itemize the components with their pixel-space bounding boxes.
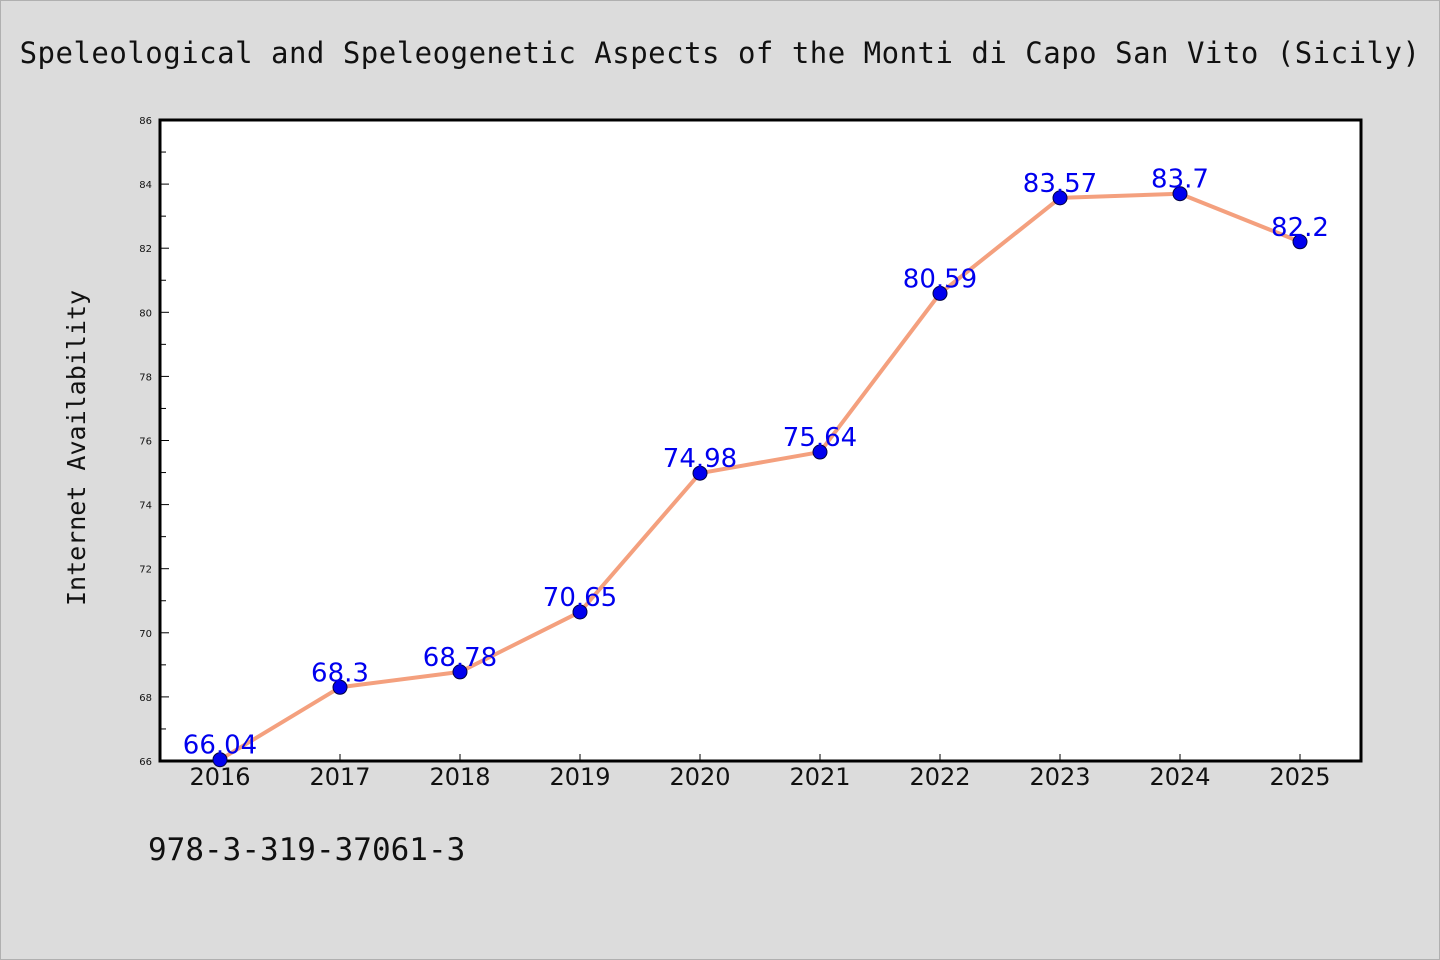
y-axis: 66 68 70 72 74 76 78 80 82 84 86 — [139, 116, 169, 768]
x-tick-label: 2022 — [909, 763, 970, 791]
data-label: 83.7 — [1151, 165, 1209, 195]
data-point — [212, 752, 228, 768]
data-label: 75.64 — [783, 423, 857, 453]
x-tick-label: 2024 — [1149, 763, 1210, 791]
x-tick-label: 2025 — [1269, 763, 1330, 791]
y-tick-label: 78 — [139, 372, 152, 383]
x-tick-label: 2020 — [669, 763, 730, 791]
data-label: 74.98 — [663, 444, 737, 474]
plot-area — [158, 118, 1363, 763]
footer-isbn: 978-3-319-37061-3 — [148, 832, 466, 868]
series-line — [218, 191, 1301, 762]
data-label: 80.59 — [903, 264, 977, 294]
data-label: 68.3 — [311, 658, 369, 688]
data-point — [572, 604, 588, 620]
data-label: 68.78 — [423, 643, 497, 673]
data-point — [1052, 190, 1068, 206]
y-tick-label: 74 — [139, 501, 152, 512]
data-label: 82.2 — [1271, 213, 1329, 243]
data-point — [452, 664, 468, 680]
y-tick-label: 84 — [139, 180, 152, 191]
data-point — [332, 679, 348, 695]
x-tick-label: 2019 — [549, 763, 610, 791]
data-point — [932, 285, 948, 301]
data-labels: 66.04 68.3 68.78 70.65 74.98 75.64 80.59 83.57 8… — [183, 165, 1329, 761]
data-point — [1172, 186, 1188, 202]
data-label: 70.65 — [543, 583, 617, 613]
x-tick-label: 2021 — [789, 763, 850, 791]
y-tick-label: 70 — [139, 629, 152, 640]
y-tick-label: 86 — [139, 116, 152, 127]
chart-title: Speleological and Speleogenetic Aspects … — [19, 36, 1421, 70]
y-tick-label: 80 — [139, 308, 152, 319]
x-tick-label: 2023 — [1029, 763, 1090, 791]
x-tick-label: 2016 — [189, 763, 250, 791]
y-tick-label: 72 — [139, 565, 152, 576]
x-tick-label: 2018 — [429, 763, 490, 791]
data-label: 66.04 — [183, 731, 257, 761]
data-point — [812, 444, 828, 460]
y-tick-label: 68 — [139, 693, 152, 704]
y-tick-label: 82 — [139, 244, 152, 255]
y-axis-label: Internet Availability — [62, 290, 91, 606]
data-point — [1292, 234, 1308, 250]
y-tick-label: 66 — [139, 757, 152, 768]
x-tick-label: 2017 — [309, 763, 370, 791]
y-tick-label: 76 — [139, 437, 152, 448]
data-markers — [212, 186, 1308, 768]
data-point — [692, 465, 708, 481]
data-label: 83.57 — [1023, 169, 1097, 199]
x-axis: 2016 2017 2018 2019 2020 2021 2022 2023 2024 2025 — [189, 754, 1331, 791]
